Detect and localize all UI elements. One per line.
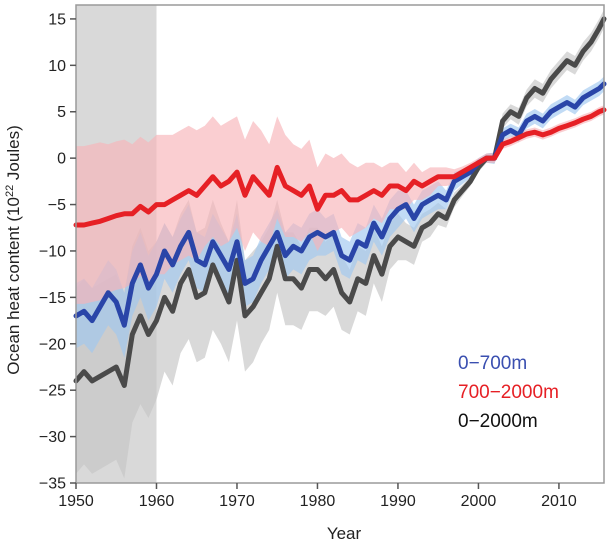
y-tick-label: −25	[39, 383, 66, 400]
legend-entry-2: 0−2000m	[458, 411, 538, 432]
x-tick-label: 2010	[541, 493, 577, 510]
x-tick-label: 1950	[58, 493, 94, 510]
y-tick-label: −15	[39, 290, 66, 307]
y-tick-label: −20	[39, 336, 66, 353]
y-tick-label: 15	[48, 11, 66, 28]
plot-frame	[75, 4, 605, 484]
y-axis-label-exponent: 22	[4, 185, 16, 197]
y-axis-label: Ocean heat content (1022 Joules)	[4, 125, 23, 374]
x-tick-label: 1980	[300, 493, 336, 510]
x-tick-label: 2000	[461, 493, 497, 510]
x-axis: 1950 1960 1970 1980 1990 2000 2010	[58, 483, 577, 510]
y-axis-label-unit: Joules)	[4, 125, 23, 185]
x-axis-label: Year	[327, 524, 362, 543]
y-tick-label: 5	[57, 104, 66, 121]
legend: 0−700m 700−2000m 0−2000m	[458, 353, 559, 432]
series-line-2	[73, 16, 607, 388]
y-tick-label: −35	[39, 476, 66, 493]
y-tick-label: −10	[39, 243, 66, 260]
series-lines	[73, 16, 607, 388]
legend-entry-0: 0−700m	[458, 353, 527, 374]
y-tick-label: −5	[48, 197, 66, 214]
series-line-1	[73, 107, 607, 228]
series-line-0	[73, 81, 607, 328]
y-axis: −35 −30 −25 −20 −15 −10 −5 0 5 10 15	[39, 11, 76, 493]
x-tick-label: 1990	[380, 493, 416, 510]
y-tick-label: 10	[48, 58, 66, 75]
x-tick-label: 1960	[139, 493, 175, 510]
uncertainty-band-1	[76, 105, 604, 304]
x-tick-label: 1970	[219, 493, 255, 510]
y-tick-label: −30	[39, 429, 66, 446]
y-tick-label: 0	[57, 151, 66, 168]
y-axis-label-main: Ocean heat content (10	[4, 197, 23, 375]
legend-entry-1: 700−2000m	[458, 382, 559, 403]
